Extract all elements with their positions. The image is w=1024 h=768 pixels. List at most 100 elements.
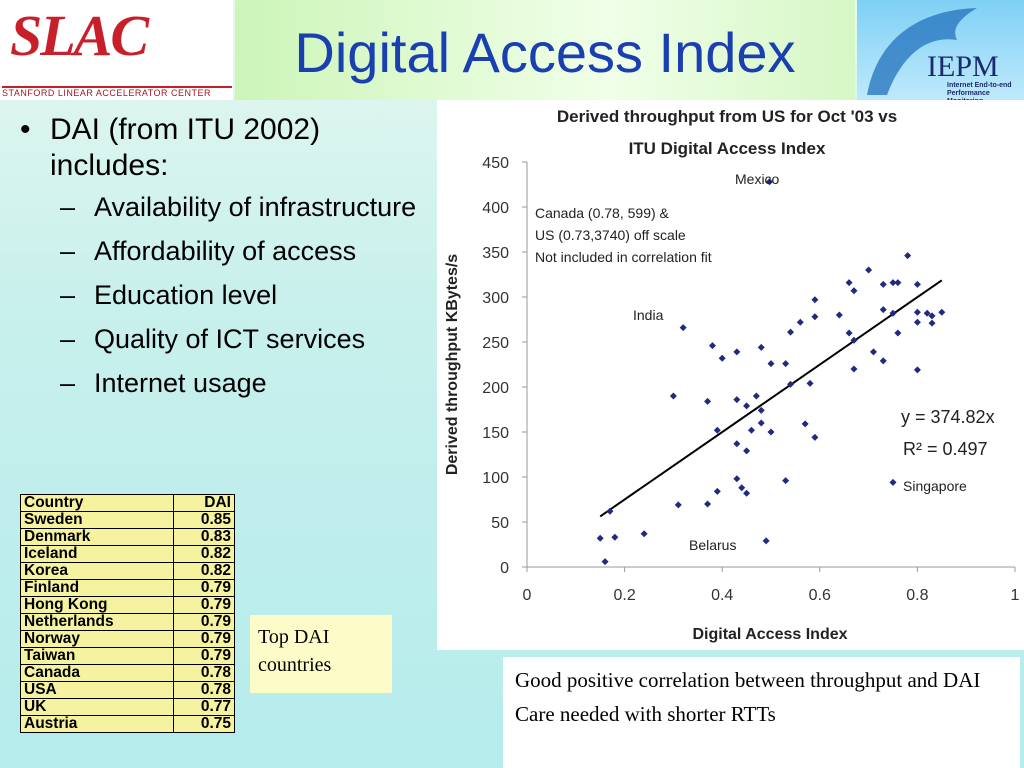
note: Canada (0.78, 599) & xyxy=(535,205,670,221)
dolphin xyxy=(867,8,977,95)
x-tick-label: 0.6 xyxy=(809,587,831,604)
table-note: Top DAI countries xyxy=(250,615,392,693)
cell: 0.78 xyxy=(173,681,235,699)
table-row: Netherlands 0.79 xyxy=(20,613,235,631)
point xyxy=(757,406,765,414)
point xyxy=(801,420,809,428)
cell: 0.79 xyxy=(173,630,235,648)
point xyxy=(869,348,877,356)
table-row: Norway 0.79 xyxy=(20,630,235,648)
conclusion: Good positive correlation between throug… xyxy=(503,657,1020,768)
y-tick-label: 400 xyxy=(482,200,509,217)
point xyxy=(747,426,755,434)
header-cell: Country xyxy=(20,494,174,512)
point xyxy=(733,348,741,356)
y-tick-label: 250 xyxy=(482,335,509,352)
x-tick-label: 0.2 xyxy=(613,587,635,604)
point xyxy=(611,533,619,541)
point xyxy=(757,419,765,427)
point xyxy=(835,311,843,319)
point xyxy=(713,487,721,495)
point xyxy=(845,329,853,337)
y-tick-label: 200 xyxy=(482,380,509,397)
table-row: Canada 0.78 xyxy=(20,664,235,682)
conclusion-line: Care needed with shorter RTTs xyxy=(515,702,776,726)
cell: Finland xyxy=(20,579,174,597)
dai-table: Country DAI Sweden 0.85 Denmark 0.83 Iceland 0.… xyxy=(20,494,235,733)
y-tick-label: 350 xyxy=(482,245,509,262)
chart: Derived throughput from US for Oct '03 v… xyxy=(437,100,1024,650)
cell: 0.77 xyxy=(173,698,235,716)
logo-caption: Stanford Linear Accelerator Center xyxy=(2,86,232,98)
point xyxy=(889,279,897,287)
cell: 0.79 xyxy=(173,579,235,597)
cell: 0.78 xyxy=(173,664,235,682)
cell: Korea xyxy=(20,562,174,580)
cell: Canada xyxy=(20,664,174,682)
point xyxy=(850,287,858,295)
cell: Denmark xyxy=(20,528,174,546)
cell: Hong Kong xyxy=(20,596,174,614)
point xyxy=(845,279,853,287)
point xyxy=(938,308,946,316)
point xyxy=(704,397,712,405)
point xyxy=(889,478,897,486)
cell: Netherlands xyxy=(20,613,174,631)
cell: 0.85 xyxy=(173,511,235,529)
point xyxy=(606,507,614,515)
y-tick-label: 50 xyxy=(491,515,509,532)
point xyxy=(674,501,682,509)
point xyxy=(913,366,921,374)
point xyxy=(913,308,921,316)
point xyxy=(796,318,804,326)
cell: 0.82 xyxy=(173,562,235,580)
point xyxy=(669,392,677,400)
point xyxy=(766,178,774,186)
table-row: UK 0.77 xyxy=(20,698,235,716)
sub-bullet: Internet usage xyxy=(18,366,438,400)
point xyxy=(596,534,604,542)
point xyxy=(928,319,936,327)
point xyxy=(879,280,887,288)
title-box: Digital Access Index xyxy=(235,0,855,100)
sub-bullet: Affordability of access xyxy=(18,234,438,268)
cell: 0.79 xyxy=(173,647,235,665)
point xyxy=(811,313,819,321)
point xyxy=(601,558,609,566)
annotation: India xyxy=(633,307,664,323)
point xyxy=(904,252,912,260)
table-row: Korea 0.82 xyxy=(20,562,235,580)
point xyxy=(704,500,712,508)
table-row: Denmark 0.83 xyxy=(20,528,235,546)
logo-text: IEPM xyxy=(927,50,999,83)
bullet: DAI (from ITU 2002) includes: xyxy=(18,112,438,184)
slac-logo: SLAC Stanford Linear Accelerator Center xyxy=(0,0,233,100)
point xyxy=(718,354,726,362)
annotation: Belarus xyxy=(689,537,736,553)
point xyxy=(782,477,790,485)
cell: UK xyxy=(20,698,174,716)
cell: USA xyxy=(20,681,174,699)
y-tick-label: 150 xyxy=(482,425,509,442)
cell: Norway xyxy=(20,630,174,648)
note: US (0.73,3740) off scale xyxy=(535,227,686,243)
point xyxy=(913,318,921,326)
slide-title: Digital Access Index xyxy=(294,21,796,84)
point xyxy=(894,279,902,287)
point xyxy=(850,336,858,344)
cell: 0.83 xyxy=(173,528,235,546)
fit-equation: y = 374.82x xyxy=(901,407,995,427)
point xyxy=(850,365,858,373)
point xyxy=(879,357,887,365)
point xyxy=(879,306,887,314)
bullet-list: DAI (from ITU 2002) includes: Availabilit… xyxy=(18,112,438,410)
conclusion-line: Good positive correlation between throug… xyxy=(515,668,981,692)
cell: Austria xyxy=(20,715,174,733)
table-row: Sweden 0.85 xyxy=(20,511,235,529)
point xyxy=(679,324,687,332)
point xyxy=(787,380,795,388)
chart-title: Derived throughput from US for Oct '03 v… xyxy=(557,107,897,126)
sub-bullet: Quality of ICT services xyxy=(18,322,438,356)
point xyxy=(743,402,751,410)
